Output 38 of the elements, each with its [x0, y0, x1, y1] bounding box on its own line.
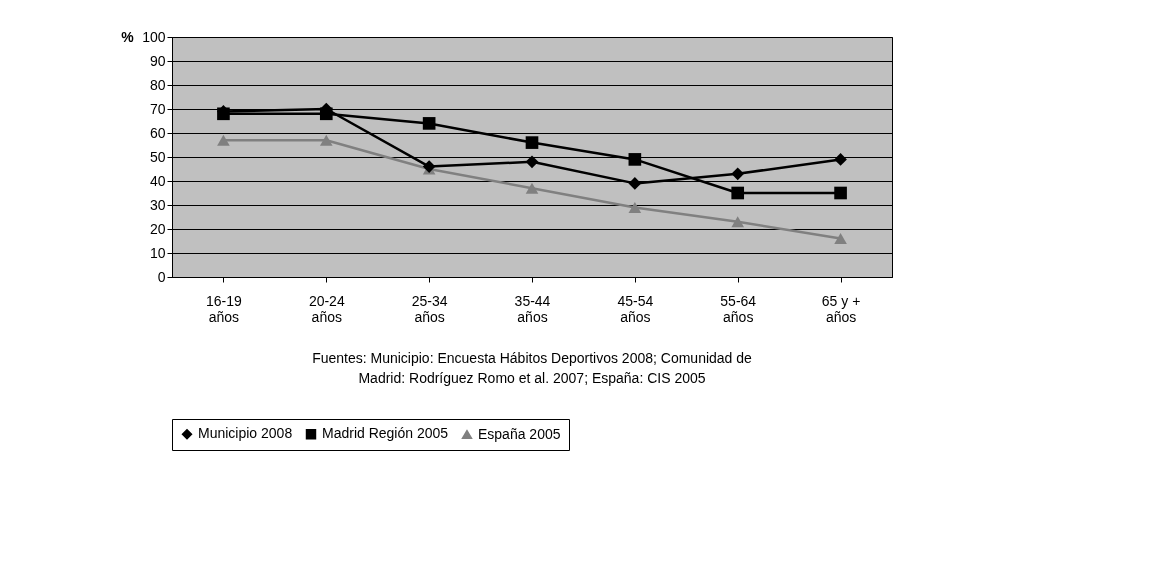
x-tick-label: 55-64 años	[720, 292, 757, 325]
point	[834, 233, 847, 245]
point	[319, 134, 333, 146]
y-tick-label: 10	[149, 244, 166, 261]
y-tick-label: 20	[149, 220, 166, 237]
point	[628, 177, 642, 190]
point	[422, 117, 436, 130]
point	[834, 186, 847, 200]
x-tick-label: 20-24 años	[308, 292, 345, 325]
y-tick-label: 40	[149, 172, 166, 189]
point	[628, 201, 642, 213]
point	[525, 182, 539, 194]
y-tick-label: 50	[149, 148, 166, 165]
x-tick-label: 35-44 años	[514, 292, 551, 325]
y-tick-label: 70	[149, 100, 166, 117]
legend-label: Madrid Región 2005	[322, 425, 449, 442]
x-tick-label: 16-19 años	[206, 292, 243, 325]
y-tick-label: 60	[149, 124, 166, 141]
x-tick-label: 65 y + años	[821, 292, 861, 325]
y-tick-label: 100	[142, 28, 166, 45]
y-tick-label: 90	[149, 52, 166, 69]
point	[731, 167, 745, 181]
source-note: Fuentes: Municipio: Encuesta Hábitos Deportivos 2008; Comunidad de Madrid: Rodríguez Romo et al. 2007; España: CIS 2005	[312, 350, 753, 386]
y-tick-label: 30	[149, 196, 166, 213]
x-tick-label: 45-54 años	[617, 292, 654, 325]
legend-label: Municipio 2008	[198, 425, 293, 442]
x-tick-label: 25-34 años	[411, 292, 448, 325]
point	[525, 155, 539, 169]
point	[834, 153, 847, 166]
point	[217, 134, 230, 146]
legend-label: España 2005	[478, 425, 561, 442]
point	[731, 186, 745, 200]
point	[525, 136, 539, 149]
point	[731, 216, 745, 228]
y-tick-label: 0	[157, 268, 166, 285]
y-tick-label: 80	[149, 76, 166, 93]
y-axis-title: %	[121, 28, 135, 45]
point	[628, 153, 642, 166]
